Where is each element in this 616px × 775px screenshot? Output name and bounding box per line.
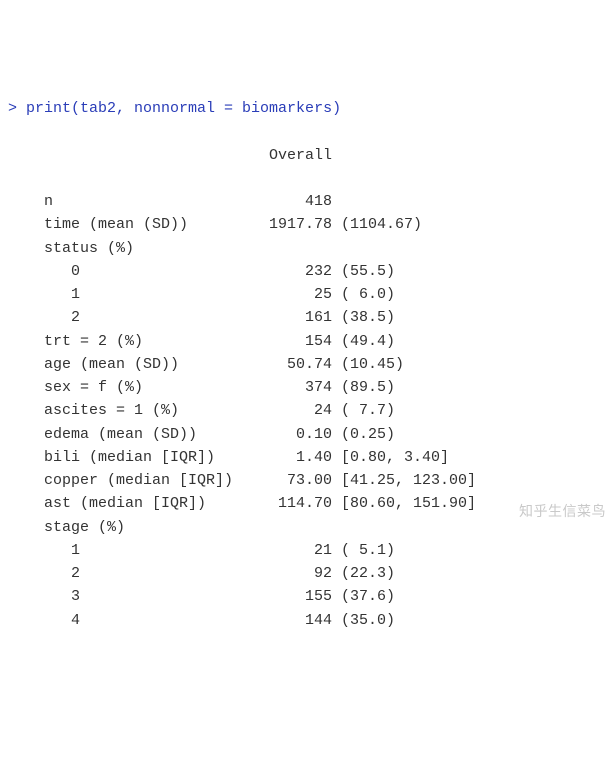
row-secondary: [0.80, 3.40] (332, 446, 449, 469)
header-overall: Overall (260, 144, 332, 167)
row-secondary: ( 6.0) (332, 283, 395, 306)
row-value: 21 (260, 539, 332, 562)
row-label: 1 (44, 539, 260, 562)
row-secondary: (89.5) (332, 376, 395, 399)
row-value: 50.74 (260, 353, 332, 376)
row-value: 0.10 (260, 423, 332, 446)
row-value: 154 (260, 330, 332, 353)
row-label: 0 (44, 260, 260, 283)
row-secondary: (49.4) (332, 330, 395, 353)
table-row: bili (median [IQR])1.40[0.80, 3.40] (8, 446, 608, 469)
row-label: 2 (44, 306, 260, 329)
table-row: time (mean (SD))1917.78(1104.67) (8, 213, 608, 236)
table-row: ascites = 1 (%)24( 7.7) (8, 399, 608, 422)
row-value: 418 (260, 190, 332, 213)
table-row: sex = f (%)374(89.5) (8, 376, 608, 399)
row-label: copper (median [IQR]) (44, 469, 260, 492)
row-secondary: (55.5) (332, 260, 395, 283)
row-label: 2 (44, 562, 260, 585)
row-value: 24 (260, 399, 332, 422)
table-row: 4144(35.0) (8, 609, 608, 632)
table-header: Overall (8, 144, 608, 167)
table-row: ast (median [IQR])114.70[80.60, 151.90] (8, 492, 608, 515)
row-value: 155 (260, 585, 332, 608)
row-value: 1917.78 (260, 213, 332, 236)
row-secondary: (22.3) (332, 562, 395, 585)
row-label: time (mean (SD)) (44, 213, 260, 236)
row-value: 92 (260, 562, 332, 585)
row-secondary: (10.45) (332, 353, 404, 376)
row-label: bili (median [IQR]) (44, 446, 260, 469)
row-secondary: ( 5.1) (332, 539, 395, 562)
table-row: 0232(55.5) (8, 260, 608, 283)
row-value: 144 (260, 609, 332, 632)
row-value: 25 (260, 283, 332, 306)
row-secondary: (1104.67) (332, 213, 422, 236)
row-value: 374 (260, 376, 332, 399)
table-row: 121( 5.1) (8, 539, 608, 562)
table-row: copper (median [IQR])73.00[41.25, 123.00… (8, 469, 608, 492)
table-row: 2161(38.5) (8, 306, 608, 329)
table-row: age (mean (SD))50.74(10.45) (8, 353, 608, 376)
table-row: 3155(37.6) (8, 585, 608, 608)
row-label: 4 (44, 609, 260, 632)
row-secondary: (38.5) (332, 306, 395, 329)
row-secondary: [41.25, 123.00] (332, 469, 476, 492)
row-label: age (mean (SD)) (44, 353, 260, 376)
row-secondary: (37.6) (332, 585, 395, 608)
row-secondary: (35.0) (332, 609, 395, 632)
table-row: stage (%) (8, 516, 608, 539)
row-label: 1 (44, 283, 260, 306)
row-label: sex = f (%) (44, 376, 260, 399)
row-label: n (44, 190, 260, 213)
row-label: ascites = 1 (%) (44, 399, 260, 422)
row-secondary: ( 7.7) (332, 399, 395, 422)
row-value: 1.40 (260, 446, 332, 469)
row-value: 161 (260, 306, 332, 329)
row-value: 73.00 (260, 469, 332, 492)
row-label: 3 (44, 585, 260, 608)
table-row: 125( 6.0) (8, 283, 608, 306)
row-label: edema (mean (SD)) (44, 423, 260, 446)
table-row: n418 (8, 190, 608, 213)
watermark: 知乎生信菜鸟 (519, 501, 606, 523)
row-secondary: [80.60, 151.90] (332, 492, 476, 515)
table-row: 292(22.3) (8, 562, 608, 585)
row-label: trt = 2 (%) (44, 330, 260, 353)
table-row: status (%) (8, 237, 608, 260)
table-row: edema (mean (SD))0.10(0.25) (8, 423, 608, 446)
table-row: trt = 2 (%)154(49.4) (8, 330, 608, 353)
row-value: 232 (260, 260, 332, 283)
row-secondary: (0.25) (332, 423, 395, 446)
row-label: ast (median [IQR]) (44, 492, 260, 515)
console-prompt: > print(tab2, nonnormal = biomarkers) (8, 100, 341, 117)
row-label: stage (%) (44, 516, 260, 539)
row-label: status (%) (44, 237, 260, 260)
console-command: print(tab2, nonnormal = biomarkers) (26, 100, 341, 117)
row-value: 114.70 (260, 492, 332, 515)
